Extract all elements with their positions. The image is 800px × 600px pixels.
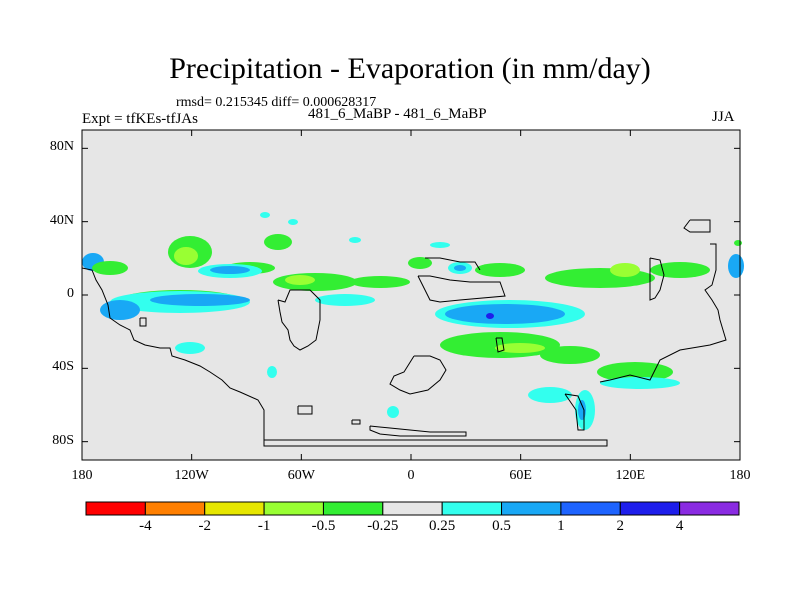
y-tick-label: 40N — [49, 212, 74, 228]
contour-cyan-so1 — [528, 387, 572, 403]
colorbar-swatch — [679, 501, 740, 516]
contour-lightblue-io — [445, 304, 565, 324]
x-tick-label: 0 — [407, 468, 415, 483]
contour-yellowgreen-np1 — [174, 247, 198, 265]
contour-blue-so2 — [578, 400, 586, 420]
coastline-asia-east — [649, 257, 665, 301]
colorbar-swatch — [204, 501, 265, 516]
contour-green-wp — [650, 262, 710, 278]
coastline-island-2 — [351, 419, 361, 425]
colorbar-label: -0.5 — [311, 518, 336, 534]
contour-yellowgreen-atl — [285, 275, 315, 285]
colorbar-label: 4 — [675, 518, 684, 534]
season-label: JJA — [712, 109, 735, 125]
contour-cyan-sp3 — [387, 406, 399, 418]
contour-green-atl — [273, 273, 357, 291]
coastline-africa-south — [389, 355, 447, 395]
x-tick-label: 180 — [71, 468, 93, 483]
coastline-australia-sw — [564, 393, 585, 431]
y-tick-label: 0 — [67, 286, 74, 301]
colorbar-label: -2 — [198, 518, 211, 534]
contour-cyan-n3 — [430, 242, 450, 248]
colorbar-label: -0.25 — [367, 518, 399, 534]
contour-cyan-n1 — [260, 212, 270, 218]
coastline-arabia — [425, 257, 481, 271]
y-tick-label: 40S — [52, 359, 74, 375]
coastline-wpac — [599, 243, 727, 383]
contour-cyan-n2 — [288, 219, 298, 225]
coastline-antarctic-peninsula — [369, 425, 467, 437]
contour-cyan-atl — [315, 294, 375, 306]
contour-green-arab — [475, 263, 525, 277]
coastlines — [81, 219, 727, 447]
coastline-africa — [417, 275, 506, 303]
contour-yellowgreen-io-s1 — [495, 343, 545, 353]
coastline-island-1 — [297, 405, 313, 415]
contour-lightblue-e-edge — [728, 254, 744, 278]
plot-title: Precipitation - Evaporation (in mm/day) — [169, 52, 651, 85]
contour-green-n40 — [408, 257, 432, 269]
x-tick-label: 60W — [287, 468, 315, 483]
contour-green-w-edge — [92, 261, 128, 275]
y-tick-label: 80S — [52, 432, 74, 448]
run-names: 481_6_MaBP - 481_6_MaBP — [308, 106, 487, 122]
colorbar-swatch — [85, 501, 146, 516]
colorbar-swatch — [144, 501, 206, 516]
coastline-antarctica — [263, 439, 608, 447]
contour-yellowgreen-seasia — [610, 263, 640, 277]
colorbar-swatch — [382, 501, 443, 516]
colorbar-label: 2 — [616, 518, 625, 534]
contour-cyan-aus — [600, 377, 680, 389]
coastline-americas-west — [81, 267, 265, 440]
axis-ticks — [81, 130, 741, 460]
rmsd-diff-stats: rmsd= 0.215345 diff= 0.000628317 — [176, 95, 377, 110]
contour-blue-n40 — [454, 265, 466, 271]
x-tick-label: 60E — [509, 468, 532, 483]
x-tick-label: 120W — [174, 468, 209, 483]
contour-green-n4 — [734, 240, 742, 246]
coastline-madagascar — [495, 337, 505, 353]
contour-cyan-sw-pac — [100, 300, 140, 320]
contour-cyan-sp2 — [267, 366, 277, 378]
contour-green-np2 — [264, 234, 292, 250]
contour-lightblue-eq-east — [150, 294, 250, 306]
coastline-pac-islands — [139, 317, 147, 327]
colorbar-label: 1 — [557, 518, 565, 534]
x-tick-label: 180 — [729, 468, 751, 483]
contour-cyan-n5 — [349, 237, 361, 243]
x-tick-label: 120E — [615, 468, 646, 483]
colorbar-swatch — [619, 501, 681, 516]
colorbar-swatch — [441, 501, 503, 516]
experiment-label: Expt = tfKEs-tfJAs — [82, 111, 198, 127]
contour-green-io-s2 — [540, 346, 600, 364]
colorbar — [85, 501, 740, 516]
contour-green-aus — [597, 362, 673, 382]
contour-blue-io — [486, 313, 494, 319]
colorbar-swatch — [322, 501, 384, 516]
coastline-ne-asia — [683, 219, 711, 233]
colorbar-label: -1 — [257, 518, 271, 534]
colorbar-swatch — [560, 501, 621, 516]
coastline-south-america — [277, 289, 321, 351]
colorbar-label: 0.25 — [429, 518, 456, 534]
contour-green-afr — [350, 276, 410, 288]
contour-fills — [82, 212, 744, 430]
colorbar-label: -4 — [139, 518, 152, 534]
contour-cyan-sp1 — [175, 342, 205, 354]
colorbar-swatch — [501, 501, 562, 516]
contour-lightblue-pac — [210, 266, 250, 274]
colorbar-label: 0.5 — [492, 518, 511, 534]
colorbar-swatch — [263, 501, 324, 516]
y-tick-label: 80N — [49, 139, 74, 155]
